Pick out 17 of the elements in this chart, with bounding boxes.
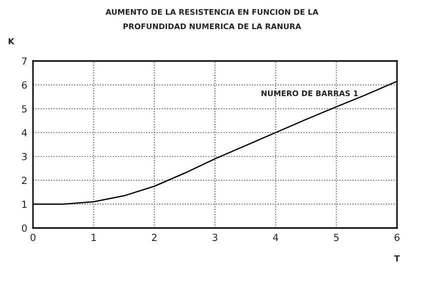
x-tick-label: 0 bbox=[30, 234, 36, 242]
y-tick-label: 7 bbox=[22, 58, 27, 65]
x-tick-label: 6 bbox=[394, 234, 400, 242]
y-tick-label: 4 bbox=[22, 129, 27, 136]
x-tick-label: 4 bbox=[273, 234, 278, 241]
x-tick-label: 2 bbox=[152, 234, 156, 241]
x-tick-label: 5 bbox=[334, 234, 339, 242]
x-axis-title: T bbox=[394, 255, 400, 262]
y-tick-label: 0 bbox=[22, 224, 27, 232]
x-tick-label: 1 bbox=[92, 234, 96, 241]
y-axis-title: K bbox=[8, 38, 15, 44]
x-tick-label: 3 bbox=[212, 234, 218, 242]
y-tick-label: 2 bbox=[22, 176, 26, 184]
y-tick-label: 3 bbox=[22, 152, 27, 160]
y-tick-label: 6 bbox=[22, 81, 27, 89]
y-tick-label: 5 bbox=[22, 105, 27, 113]
y-tick-label: 1 bbox=[22, 200, 27, 208]
